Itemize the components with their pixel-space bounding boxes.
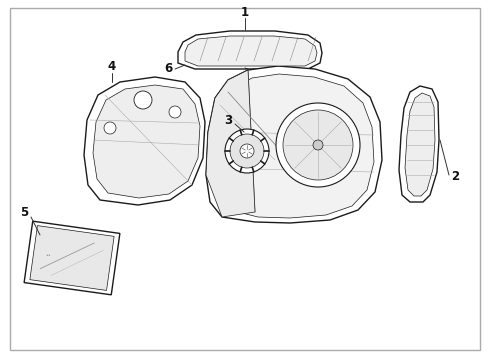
Circle shape	[276, 103, 360, 187]
Text: 4: 4	[108, 60, 116, 73]
Text: 6: 6	[164, 63, 172, 76]
Circle shape	[134, 91, 152, 109]
Polygon shape	[24, 221, 120, 295]
Text: 2: 2	[451, 171, 459, 184]
Polygon shape	[30, 226, 114, 291]
Polygon shape	[84, 77, 205, 205]
Polygon shape	[206, 70, 255, 217]
Circle shape	[225, 129, 269, 173]
Polygon shape	[185, 36, 317, 66]
Polygon shape	[216, 74, 374, 218]
Circle shape	[240, 144, 254, 158]
Text: 3: 3	[224, 113, 232, 126]
Polygon shape	[93, 85, 200, 198]
Circle shape	[313, 140, 323, 150]
Circle shape	[283, 110, 353, 180]
Circle shape	[169, 106, 181, 118]
Polygon shape	[206, 66, 382, 223]
Text: ◦◦: ◦◦	[45, 253, 51, 258]
Circle shape	[230, 134, 264, 168]
Circle shape	[104, 122, 116, 134]
Polygon shape	[399, 86, 439, 202]
Text: 1: 1	[241, 5, 249, 18]
Polygon shape	[178, 31, 322, 69]
Polygon shape	[405, 93, 435, 196]
Text: 5: 5	[20, 206, 28, 219]
